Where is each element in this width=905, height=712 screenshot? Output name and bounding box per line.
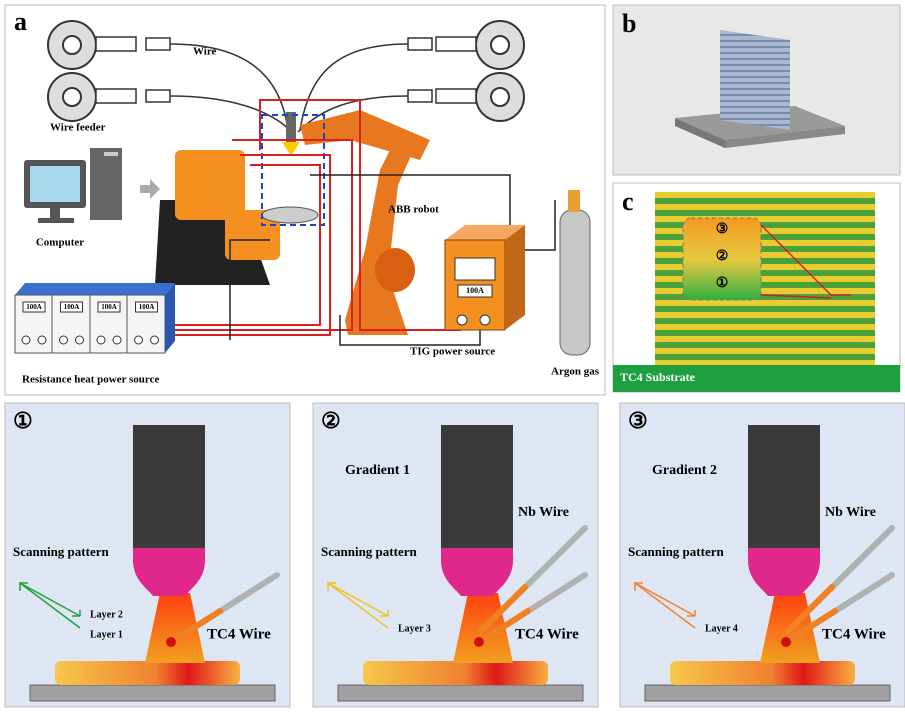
process-panel: Nb Wire Gradient 1 ② Scanning pattern TC4 Wi…: [312, 402, 599, 708]
deposit: [55, 661, 240, 685]
panel-a: a Wire Wire feeder Computer: [4, 4, 606, 396]
computer-label: Computer: [36, 237, 84, 249]
panel-label: a: [14, 7, 27, 36]
argon-cylinder: [559, 190, 591, 356]
process-panel: Nb Wire Gradient 2 ③ Scanning pattern TC4 Wi…: [619, 402, 905, 708]
layer-label: Layer 4: [705, 623, 738, 634]
wire-tip: [781, 637, 791, 647]
panel-label: c: [622, 187, 634, 216]
process-panel: ① Scanning pattern TC4 Wire Layer 2 Layer 1: [4, 402, 291, 708]
deposit: [670, 661, 855, 685]
terminal: [112, 335, 122, 345]
wire-tip: [474, 637, 484, 647]
feeders: [95, 36, 477, 104]
zone-label: ②: [716, 249, 729, 264]
tc4-label: TC4 Wire: [822, 626, 886, 642]
robot-label: ABB robot: [388, 204, 439, 216]
panel-label: b: [622, 9, 636, 38]
panel-marker: ③: [628, 408, 648, 433]
nb-wire-hot: [478, 584, 528, 634]
terminal: [134, 335, 143, 345]
unit-display: [135, 301, 158, 313]
layer-label: Layer 2: [90, 609, 123, 620]
scan-arrow: [19, 581, 81, 629]
terminal: [59, 335, 68, 345]
scanning-label: Scanning pattern: [321, 544, 417, 559]
gradient-label: Gradient 2: [652, 463, 717, 478]
arc-flame: [145, 593, 205, 663]
nb-label: Nb Wire: [825, 505, 876, 520]
substrate: [29, 684, 276, 702]
panel-b: b: [612, 4, 901, 176]
terminal: [37, 335, 47, 345]
unit-label: 100A: [64, 303, 80, 311]
nozzle: [133, 548, 205, 596]
unit-label: 100A: [101, 303, 117, 311]
zone-label: ③: [716, 222, 729, 237]
wire-label: Wire: [193, 46, 217, 58]
unit-display: [97, 301, 121, 313]
substrate-label: TC4 Substrate: [620, 370, 696, 384]
tc4-wire-hot: [782, 608, 838, 646]
unit-display: [60, 301, 83, 313]
torch: [748, 425, 820, 548]
robot: [155, 110, 430, 335]
substrate: [644, 684, 891, 702]
terminal: [21, 335, 31, 345]
argon-label: Argon gas: [551, 366, 600, 378]
wire-tip: [166, 637, 176, 647]
tig-power: [444, 225, 525, 331]
tig-display: 100A: [466, 286, 484, 295]
tc4-wire-hot: [475, 608, 531, 646]
unit-label: 100A: [139, 303, 155, 311]
layer-label: Layer 1: [90, 629, 123, 640]
terminal: [150, 335, 159, 345]
unit-display: [22, 301, 46, 313]
tig-label: TIG power source: [410, 346, 495, 358]
nozzle: [748, 548, 820, 596]
nb-wire-hot: [785, 584, 835, 634]
tc4-wire-hot: [167, 608, 223, 646]
gradient-label: Gradient 1: [345, 463, 410, 478]
substrate: [337, 684, 584, 702]
scanning-label: Scanning pattern: [628, 544, 724, 559]
nozzle: [441, 548, 513, 596]
unit-label: 100A: [26, 303, 42, 311]
layer-label: Layer 3: [398, 623, 431, 634]
scanning-label: Scanning pattern: [13, 544, 109, 559]
resistance-label: Resistance heat power source: [22, 374, 159, 386]
tc4-label: TC4 Wire: [207, 626, 271, 642]
scan-arrow: [634, 581, 696, 629]
terminal: [96, 335, 106, 345]
tc4-label: TC4 Wire: [515, 626, 579, 642]
control-lines: [229, 174, 556, 346]
terminal: [75, 335, 84, 345]
computer: [24, 148, 160, 223]
scan-arrow: [327, 581, 389, 629]
zone-label: ①: [716, 276, 729, 291]
torch: [441, 425, 513, 548]
nb-label: Nb Wire: [518, 505, 569, 520]
wire-feeder-label: Wire feeder: [50, 122, 106, 134]
panel-marker: ②: [321, 408, 341, 433]
panel-c: c ③ ② ① TC4 Substrate: [612, 182, 901, 393]
panel-marker: ①: [13, 408, 33, 433]
deposit: [363, 661, 548, 685]
torch: [133, 425, 205, 548]
